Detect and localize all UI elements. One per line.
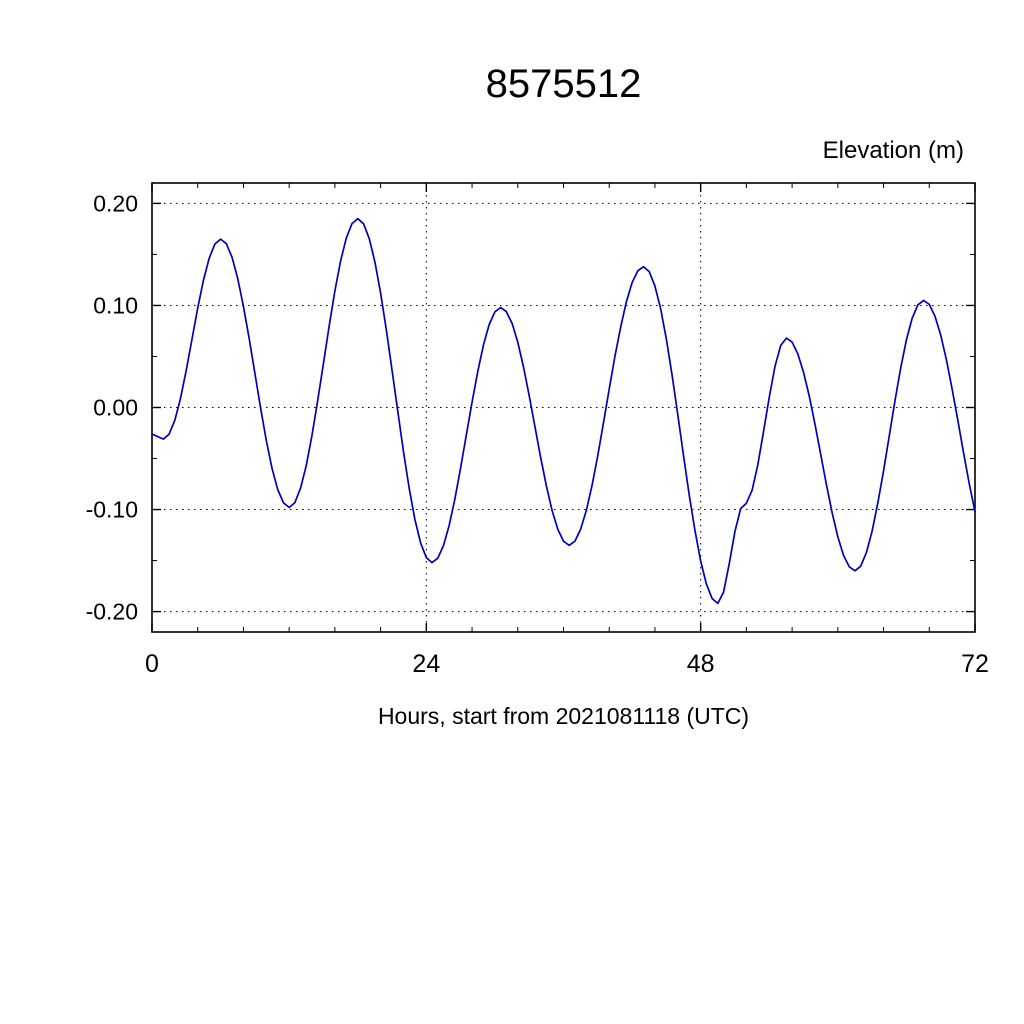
tide-elevation-curve <box>151 217 976 605</box>
x-tick-label: 24 <box>412 650 440 678</box>
x-tick-label: 72 <box>961 650 989 678</box>
y-tick-label: -0.10 <box>86 497 138 523</box>
x-tick-label: 48 <box>687 650 715 678</box>
plot-frame <box>151 182 976 633</box>
y-tick-label: 0.00 <box>93 395 138 421</box>
y-tick-label: 0.10 <box>93 293 138 319</box>
chart-title: 8575512 <box>485 62 642 106</box>
x-tick-label: 0 <box>145 650 159 678</box>
y-axis-label: Elevation (m) <box>822 137 964 164</box>
x-axis-label: Hours, start from 2021081118 (UTC) <box>377 703 750 729</box>
y-tick-label: 0.20 <box>93 190 138 216</box>
y-tick-label: -0.20 <box>86 599 138 625</box>
